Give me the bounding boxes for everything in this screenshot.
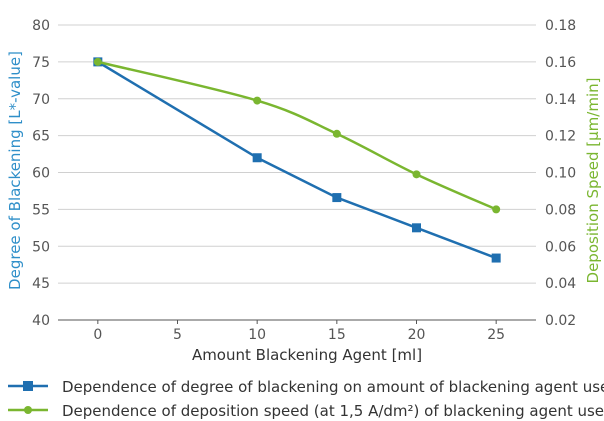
data-point-square [491, 253, 501, 263]
data-point-circle [332, 129, 341, 138]
y-left-tick-label: 55 [32, 202, 50, 218]
y-right-tick-label: 0.08 [545, 202, 576, 218]
left-ticks: 40 45 50 55 60 65 70 75 80 [32, 18, 50, 329]
legend: Dependence of degree of blackening on am… [8, 378, 604, 420]
y-right-tick-label: 0.16 [545, 55, 576, 71]
legend-label-blackening: Dependence of degree of blackening on am… [62, 378, 604, 396]
y-right-tick-label: 0.14 [545, 92, 576, 108]
y-right-tick-label: 0.10 [545, 166, 576, 182]
data-point-circle [93, 57, 102, 66]
x-tick-label: 20 [408, 327, 426, 343]
data-point-square [412, 223, 421, 233]
x-tick-label: 10 [248, 327, 266, 343]
legend-square-marker [23, 381, 33, 391]
legend-item-blackening: Dependence of degree of blackening on am… [8, 378, 604, 396]
y-left-tick-label: 40 [32, 313, 50, 329]
y-left-tick-label: 65 [32, 129, 50, 145]
y-right-tick-label: 0.12 [545, 129, 576, 145]
x-tick-label: 0 [93, 327, 102, 343]
legend-circle-marker [24, 406, 32, 414]
data-point-circle [492, 205, 501, 214]
y-right-tick-label: 0.04 [545, 276, 576, 292]
y-right-tick-label: 0.06 [545, 239, 576, 255]
series-line-2 [97, 60, 497, 211]
y-right-tick-label: 0.02 [545, 313, 576, 329]
y-right-tick-label: 0.18 [545, 18, 576, 34]
series-line-1 [97, 60, 497, 260]
x-ticks: 0 5 10 15 20 25 [93, 320, 505, 343]
x-tick-label: 15 [328, 327, 346, 343]
x-tick-label: 25 [487, 327, 505, 343]
x-axis-title: Amount Blackening Agent [ml] [192, 346, 422, 364]
y-left-tick-label: 60 [32, 166, 50, 182]
y-left-tick-label: 50 [32, 239, 50, 255]
y-left-tick-label: 80 [32, 18, 50, 34]
y-axis-left-title: Degree of Blackening [L*-value] [6, 51, 24, 290]
data-point-square [252, 153, 262, 163]
right-ticks: 0.02 0.04 0.06 0.08 0.10 0.12 0.14 0.16 0.18 [545, 18, 576, 329]
gridlines [58, 24, 536, 284]
legend-label-deposition: Dependence of deposition speed (at 1,5 A… [62, 402, 604, 420]
data-point-circle [412, 170, 421, 179]
x-tick-label: 5 [173, 327, 182, 343]
legend-item-deposition: Dependence of deposition speed (at 1,5 A… [8, 402, 604, 420]
y-left-tick-label: 45 [32, 276, 50, 292]
data-point-square [332, 193, 342, 203]
y-axis-right-title: Deposition Speed [μm/min] [584, 78, 602, 284]
series-lines [93, 57, 501, 263]
data-point-circle [253, 96, 262, 105]
y-left-tick-label: 70 [32, 92, 50, 108]
y-left-tick-label: 75 [32, 55, 50, 71]
